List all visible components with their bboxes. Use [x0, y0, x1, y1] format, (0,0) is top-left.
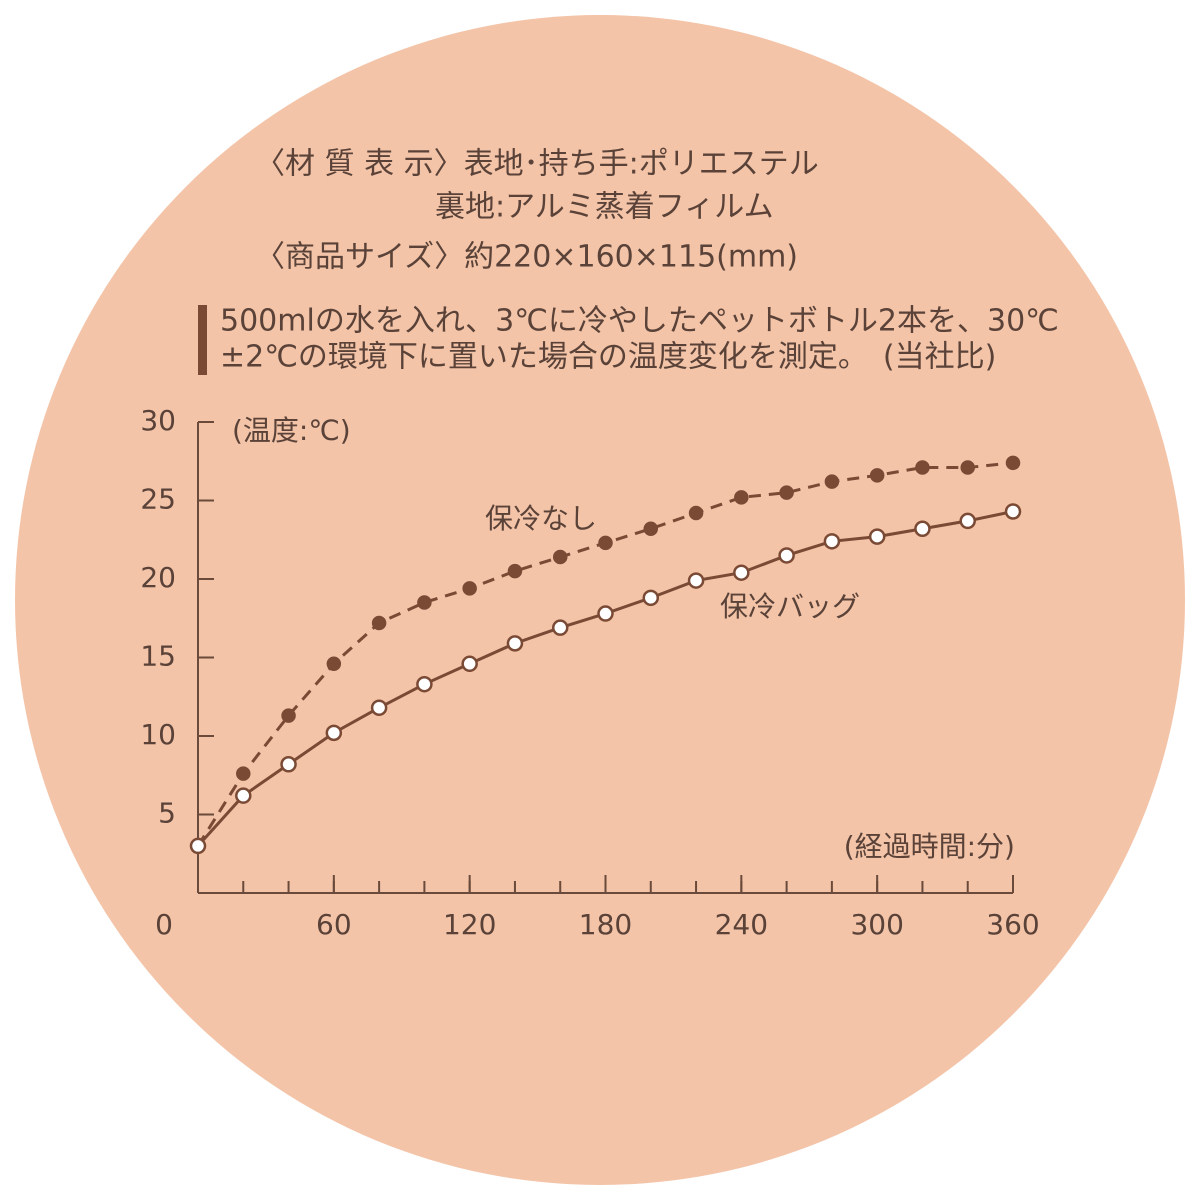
note-bar [198, 305, 207, 375]
data-point [235, 787, 252, 804]
data-point [914, 520, 931, 538]
data-point [643, 521, 659, 537]
series-label: 保冷なし [485, 502, 597, 535]
y-tick-label: 10 [140, 718, 176, 751]
data-point [598, 535, 613, 551]
data-point [597, 605, 614, 622]
data-point [280, 756, 297, 773]
data-point [236, 766, 251, 781]
data-point [551, 619, 569, 636]
data-point [779, 485, 794, 500]
data-point [868, 528, 886, 545]
data-point [915, 460, 930, 475]
data-point [189, 837, 207, 855]
data-point [507, 563, 523, 579]
data-point [734, 490, 749, 505]
data-point [642, 589, 660, 607]
x-tick-label: 120 [443, 908, 496, 941]
data-point [1004, 503, 1022, 520]
material-label: 〈材 質 表 示〉表地･持ち手:ポリエステル [255, 147, 819, 182]
data-point [417, 595, 432, 610]
data-point [687, 572, 705, 589]
x-tick-label: 360 [986, 908, 1039, 941]
data-point [824, 474, 840, 489]
note-text: 500mlの水を入れ、3℃に冷やしたペットボトル2本を、30℃ [220, 304, 1059, 339]
y-tick-label: 15 [140, 640, 176, 673]
data-point [959, 512, 976, 530]
material-line: 裏地:アルミ蒸着フィルム [435, 190, 774, 225]
note-text: ±2℃の環境下に置いた場合の温度変化を測定。 (当社比) [220, 340, 996, 375]
size-text: 〈商品サイズ〉約220×160×115(mm) [255, 240, 798, 275]
data-point [462, 581, 477, 596]
y-tick-label: 20 [140, 561, 176, 594]
data-point [370, 699, 388, 716]
data-point [326, 656, 342, 672]
data-point [1005, 455, 1021, 471]
data-point [506, 635, 524, 652]
data-point [778, 547, 795, 564]
data-point [416, 675, 433, 693]
x-tick-label: 60 [316, 908, 352, 941]
y-tick-label: 5 [158, 797, 176, 830]
data-point [869, 468, 885, 483]
data-point [733, 564, 750, 581]
y-tick-label: 25 [140, 483, 176, 516]
data-point [688, 505, 704, 521]
data-point [325, 724, 343, 742]
x-tick-label: 180 [579, 908, 632, 941]
data-point [552, 549, 568, 565]
data-point [823, 533, 841, 550]
data-point [371, 615, 387, 631]
y-axis-label: (温度:℃) [232, 414, 351, 447]
series-label: 保冷バッグ [720, 590, 860, 623]
data-point [960, 460, 975, 475]
x-tick-label: 240 [715, 908, 768, 941]
x-axis-label: (経過時間:分) [844, 830, 1015, 863]
data-point [461, 655, 478, 673]
data-point [281, 708, 296, 723]
y-tick-label: 30 [140, 404, 176, 437]
x-tick-label: 300 [850, 908, 903, 941]
x-tick-label: 0 [155, 908, 173, 941]
